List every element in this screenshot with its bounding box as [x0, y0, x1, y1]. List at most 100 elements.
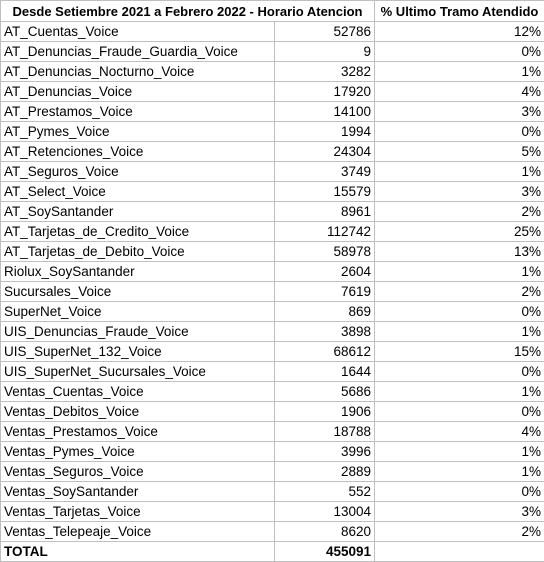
row-value-cell[interactable]: 15579 — [275, 182, 375, 202]
row-name-cell[interactable]: AT_Pymes_Voice — [1, 122, 275, 142]
row-name-cell[interactable]: AT_Prestamos_Voice — [1, 102, 275, 122]
row-percent-cell[interactable]: 4% — [375, 422, 544, 442]
row-percent-cell[interactable]: 0% — [375, 362, 544, 382]
row-name-cell[interactable]: UIS_Denuncias_Fraude_Voice — [1, 322, 275, 342]
row-name-cell[interactable]: AT_Denuncias_Nocturno_Voice — [1, 62, 275, 82]
row-value-cell[interactable]: 18788 — [275, 422, 375, 442]
total-label-cell[interactable]: TOTAL — [1, 542, 275, 562]
row-percent-cell[interactable]: 3% — [375, 102, 544, 122]
row-percent-cell[interactable]: 12% — [375, 22, 544, 42]
row-value-cell[interactable]: 112742 — [275, 222, 375, 242]
row-name-cell[interactable]: UIS_SuperNet_132_Voice — [1, 342, 275, 362]
row-name-cell[interactable]: Ventas_SoySantander — [1, 482, 275, 502]
row-name-cell[interactable]: AT_Cuentas_Voice — [1, 22, 275, 42]
row-value-cell[interactable]: 2889 — [275, 462, 375, 482]
row-name-cell[interactable]: AT_SoySantander — [1, 202, 275, 222]
header-percent[interactable]: % Ultimo Tramo Atendido — [375, 1, 544, 22]
row-name-cell[interactable]: UIS_SuperNet_Sucursales_Voice — [1, 362, 275, 382]
row-value-cell[interactable]: 9 — [275, 42, 375, 62]
row-percent-cell[interactable]: 5% — [375, 142, 544, 162]
row-name-cell[interactable]: SuperNet_Voice — [1, 302, 275, 322]
row-percent-cell[interactable]: 1% — [375, 322, 544, 342]
row-percent-cell[interactable]: 25% — [375, 222, 544, 242]
row-percent-cell[interactable]: 2% — [375, 282, 544, 302]
row-value-cell[interactable]: 3996 — [275, 442, 375, 462]
header-period[interactable]: Desde Setiembre 2021 a Febrero 2022 - Ho… — [1, 1, 375, 22]
row-name-cell[interactable]: Ventas_Tarjetas_Voice — [1, 502, 275, 522]
row-value-cell[interactable]: 7619 — [275, 282, 375, 302]
row-name-cell[interactable]: Ventas_Seguros_Voice — [1, 462, 275, 482]
row-name-cell[interactable]: AT_Tarjetas_de_Debito_Voice — [1, 242, 275, 262]
row-value-cell[interactable]: 3898 — [275, 322, 375, 342]
row-percent-cell[interactable]: 1% — [375, 382, 544, 402]
row-value-cell[interactable]: 1644 — [275, 362, 375, 382]
row-value-cell[interactable]: 17920 — [275, 82, 375, 102]
row-value-cell[interactable]: 14100 — [275, 102, 375, 122]
row-value-cell[interactable]: 68612 — [275, 342, 375, 362]
row-name-cell[interactable]: AT_Denuncias_Fraude_Guardia_Voice — [1, 42, 275, 62]
total-percent-cell[interactable] — [375, 542, 544, 562]
row-name-cell[interactable]: Ventas_Telepeaje_Voice — [1, 522, 275, 542]
row-value-cell[interactable]: 2604 — [275, 262, 375, 282]
row-value-cell[interactable]: 3749 — [275, 162, 375, 182]
row-percent-cell[interactable]: 3% — [375, 502, 544, 522]
row-name-cell[interactable]: Riolux_SoySantander — [1, 262, 275, 282]
row-value-cell[interactable]: 5686 — [275, 382, 375, 402]
row-value-cell[interactable]: 1994 — [275, 122, 375, 142]
row-percent-cell[interactable]: 1% — [375, 262, 544, 282]
row-name-cell[interactable]: Ventas_Cuentas_Voice — [1, 382, 275, 402]
header-row: Desde Setiembre 2021 a Febrero 2022 - Ho… — [1, 1, 544, 22]
row-value-cell[interactable]: 24304 — [275, 142, 375, 162]
row-value-cell[interactable]: 3282 — [275, 62, 375, 82]
row-name-cell[interactable]: Sucursales_Voice — [1, 282, 275, 302]
row-percent-cell[interactable]: 1% — [375, 442, 544, 462]
row-percent-cell[interactable]: 15% — [375, 342, 544, 362]
row-percent-cell[interactable]: 2% — [375, 522, 544, 542]
row-value-cell[interactable]: 869 — [275, 302, 375, 322]
row-percent-cell[interactable]: 0% — [375, 122, 544, 142]
row-name-cell[interactable]: AT_Seguros_Voice — [1, 162, 275, 182]
row-value-cell[interactable]: 552 — [275, 482, 375, 502]
row-percent-cell[interactable]: 1% — [375, 462, 544, 482]
row-value-cell[interactable]: 8961 — [275, 202, 375, 222]
row-name-cell[interactable]: Ventas_Pymes_Voice — [1, 442, 275, 462]
row-name-cell[interactable]: AT_Tarjetas_de_Credito_Voice — [1, 222, 275, 242]
row-percent-cell[interactable]: 1% — [375, 62, 544, 82]
row-name-cell[interactable]: AT_Denuncias_Voice — [1, 82, 275, 102]
row-percent-cell[interactable]: 3% — [375, 182, 544, 202]
row-value-cell[interactable]: 8620 — [275, 522, 375, 542]
row-percent-cell[interactable]: 4% — [375, 82, 544, 102]
row-percent-cell[interactable]: 0% — [375, 482, 544, 502]
row-name-cell[interactable]: Ventas_Debitos_Voice — [1, 402, 275, 422]
row-percent-cell[interactable]: 0% — [375, 42, 544, 62]
row-value-cell[interactable]: 58978 — [275, 242, 375, 262]
row-percent-cell[interactable]: 1% — [375, 162, 544, 182]
row-percent-cell[interactable]: 0% — [375, 302, 544, 322]
row-name-cell[interactable]: Ventas_Prestamos_Voice — [1, 422, 275, 442]
row-percent-cell[interactable]: 13% — [375, 242, 544, 262]
row-value-cell[interactable]: 13004 — [275, 502, 375, 522]
row-name-cell[interactable]: AT_Retenciones_Voice — [1, 142, 275, 162]
row-percent-cell[interactable]: 2% — [375, 202, 544, 222]
row-value-cell[interactable]: 1906 — [275, 402, 375, 422]
row-name-cell[interactable]: AT_Select_Voice — [1, 182, 275, 202]
row-value-cell[interactable]: 52786 — [275, 22, 375, 42]
total-value-cell[interactable]: 455091 — [275, 542, 375, 562]
row-percent-cell[interactable]: 0% — [375, 402, 544, 422]
